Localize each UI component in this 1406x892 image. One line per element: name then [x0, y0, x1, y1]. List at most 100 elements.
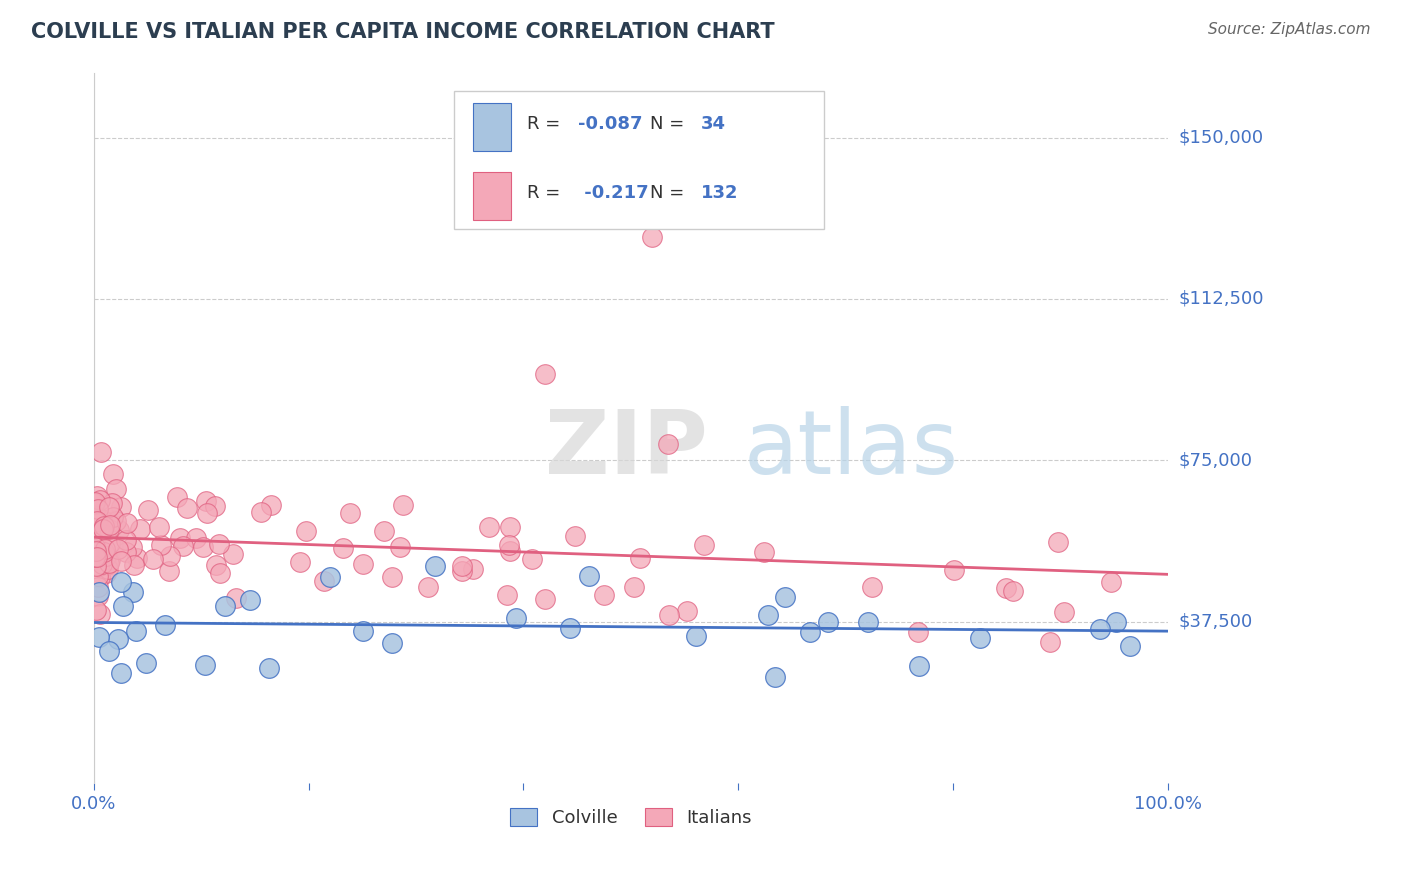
- Point: [86, 489, 108, 503]
- Point: [520, 551, 543, 566]
- Point: [97, 500, 120, 514]
- Point: [799, 624, 821, 639]
- Point: [288, 555, 311, 569]
- Point: [103, 467, 125, 482]
- Point: [83, 522, 105, 536]
- Text: $75,000: $75,000: [1180, 451, 1253, 469]
- Point: [499, 520, 522, 534]
- Point: [86, 514, 108, 528]
- Point: [194, 657, 217, 672]
- Point: [135, 656, 157, 670]
- Point: [461, 562, 484, 576]
- Point: [388, 541, 411, 555]
- Point: [250, 505, 273, 519]
- Point: [98, 536, 121, 550]
- Point: [534, 368, 557, 382]
- Point: [83, 549, 105, 564]
- Point: [86, 502, 108, 516]
- Point: [96, 558, 118, 573]
- Point: [86, 549, 108, 564]
- Point: [763, 670, 786, 684]
- Point: [91, 522, 114, 536]
- Point: [105, 482, 128, 496]
- Point: [856, 615, 879, 629]
- Point: [96, 522, 118, 536]
- Point: [108, 523, 131, 537]
- Point: [862, 580, 884, 594]
- Point: [225, 591, 247, 605]
- Point: [89, 492, 111, 507]
- Point: [86, 550, 108, 565]
- Point: [498, 537, 520, 551]
- Point: [86, 580, 108, 594]
- Point: [93, 545, 115, 559]
- Point: [100, 553, 122, 567]
- Point: [89, 607, 111, 621]
- Point: [107, 541, 129, 556]
- Text: ZIP: ZIP: [546, 406, 707, 492]
- Point: [142, 552, 165, 566]
- Point: [87, 511, 110, 525]
- Point: [87, 585, 110, 599]
- Point: [578, 569, 600, 583]
- Point: [83, 496, 105, 510]
- Point: [1088, 622, 1111, 636]
- Point: [478, 519, 501, 533]
- Point: [423, 558, 446, 573]
- Point: [84, 559, 107, 574]
- Point: [157, 564, 180, 578]
- Point: [1119, 639, 1142, 653]
- Point: [352, 557, 374, 571]
- Point: [773, 590, 796, 604]
- Point: [1039, 635, 1062, 649]
- Point: [110, 500, 132, 514]
- Point: [754, 545, 776, 559]
- Point: [121, 540, 143, 554]
- Point: [101, 539, 124, 553]
- Text: 132: 132: [700, 184, 738, 202]
- Point: [1052, 605, 1074, 619]
- Point: [110, 666, 132, 681]
- Point: [107, 632, 129, 646]
- Text: $37,500: $37,500: [1180, 613, 1253, 631]
- Point: [676, 604, 699, 618]
- Point: [195, 494, 218, 508]
- Text: 34: 34: [700, 115, 725, 133]
- Point: [117, 516, 139, 530]
- Point: [104, 514, 127, 528]
- Point: [260, 498, 283, 512]
- Point: [172, 539, 194, 553]
- Point: [1002, 583, 1025, 598]
- Point: [110, 554, 132, 568]
- Point: [657, 437, 679, 451]
- Text: R =: R =: [527, 115, 565, 133]
- Text: $112,500: $112,500: [1180, 290, 1264, 308]
- Point: [381, 635, 404, 649]
- Point: [83, 495, 105, 509]
- Point: [98, 517, 121, 532]
- Point: [381, 570, 404, 584]
- Point: [352, 624, 374, 639]
- Point: [90, 558, 112, 572]
- Point: [98, 523, 121, 537]
- Point: [176, 501, 198, 516]
- FancyBboxPatch shape: [472, 103, 510, 151]
- Point: [209, 566, 232, 580]
- Point: [94, 566, 117, 580]
- Point: [332, 541, 354, 555]
- Point: [995, 581, 1018, 595]
- Point: [222, 547, 245, 561]
- Point: [83, 516, 105, 531]
- Point: [101, 510, 124, 524]
- Point: [623, 581, 645, 595]
- Point: [685, 629, 707, 643]
- Text: atlas: atlas: [744, 406, 959, 492]
- Point: [136, 503, 159, 517]
- Point: [418, 580, 440, 594]
- Point: [83, 524, 105, 538]
- Point: [98, 644, 121, 658]
- Point: [87, 589, 110, 603]
- Point: [84, 602, 107, 616]
- Point: [86, 569, 108, 583]
- Point: [122, 558, 145, 573]
